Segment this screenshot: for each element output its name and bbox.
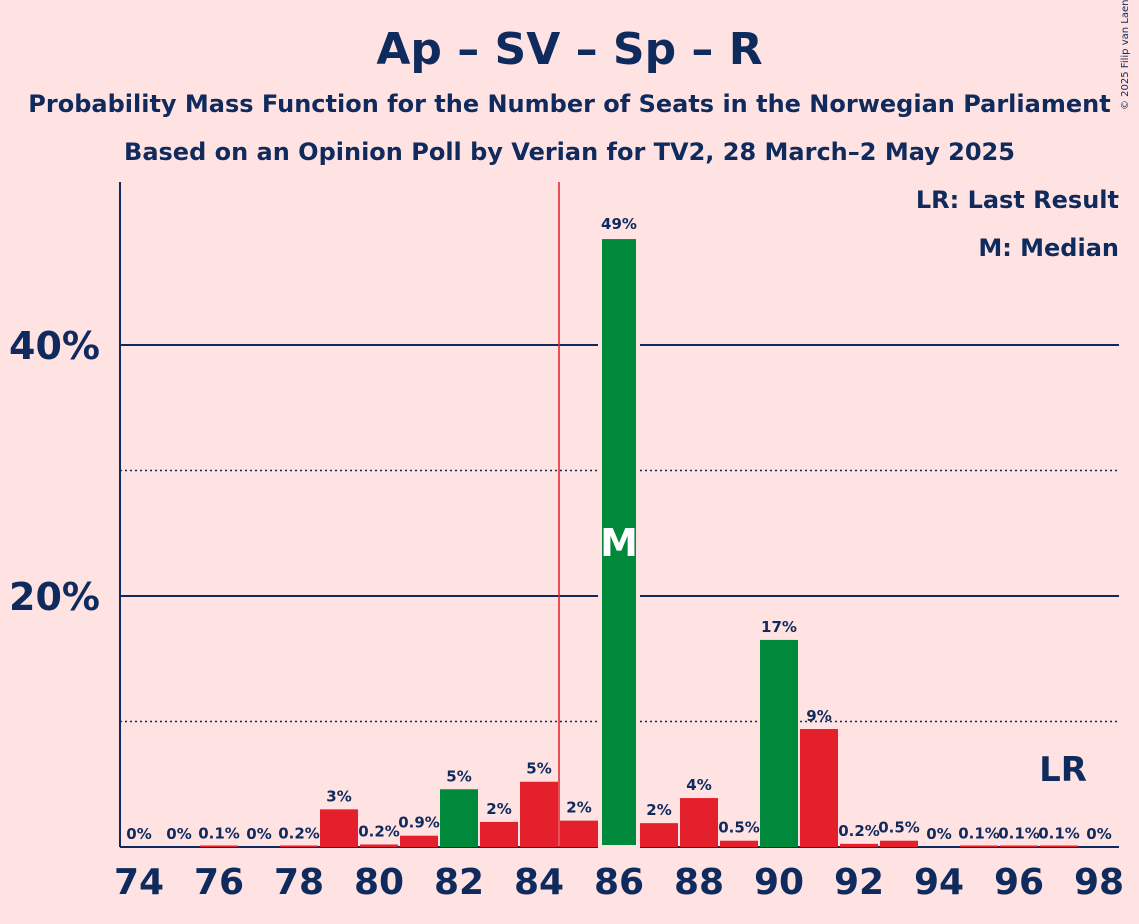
bar-value-label: 3% — [326, 787, 351, 805]
bar-value-label: 9% — [806, 707, 831, 725]
bar-value-label: 0.2% — [358, 822, 400, 840]
x-tick-label: 86 — [594, 862, 644, 903]
bar-seats-84 — [520, 781, 558, 847]
bar-seats-76 — [200, 845, 238, 847]
bar-seats-95 — [960, 845, 998, 847]
x-tick-label: 76 — [194, 862, 244, 903]
median-marker: M — [600, 521, 638, 565]
y-tick-label: 20% — [9, 575, 100, 619]
bar-value-label: 0% — [926, 825, 951, 843]
bar-value-label: 5% — [526, 760, 551, 778]
bar-value-label: 0.1% — [1038, 824, 1080, 842]
bar-value-label: 4% — [686, 776, 711, 794]
bar-seats-80 — [360, 844, 398, 847]
bar-value-label: 0.5% — [878, 819, 920, 837]
bar-value-label: 0.1% — [958, 824, 1000, 842]
bar-seats-81 — [400, 835, 438, 847]
x-tick-label: 90 — [754, 862, 804, 903]
bar-value-label: 5% — [446, 767, 471, 785]
bar-seats-88 — [680, 798, 718, 847]
bar-seats-78 — [280, 845, 318, 847]
bar-seats-87 — [640, 823, 678, 847]
y-tick-label: 40% — [9, 324, 100, 368]
x-tick-label: 94 — [914, 862, 964, 903]
chart-subtitle: Probability Mass Function for the Number… — [28, 90, 1111, 118]
bar-value-label: 0% — [126, 825, 151, 843]
bar-value-label: 0.1% — [998, 824, 1040, 842]
bar-value-label: 0.9% — [398, 814, 440, 832]
x-tick-label: 74 — [114, 862, 164, 903]
x-tick-label: 98 — [1074, 862, 1124, 903]
bar-value-label: 0.2% — [838, 822, 880, 840]
legend-median: M: Median — [978, 234, 1119, 262]
bar-value-label: 49% — [601, 215, 637, 233]
legend-last-result: LR: Last Result — [915, 186, 1119, 214]
chart-subtitle-source: Based on an Opinion Poll by Verian for T… — [124, 138, 1015, 166]
bar-seats-96 — [1000, 845, 1038, 847]
bar-value-label: 2% — [646, 801, 671, 819]
bar-value-label: 2% — [486, 800, 511, 818]
bar-seats-97 — [1040, 845, 1078, 847]
bar-seats-93 — [880, 840, 918, 847]
bar-value-label: 2% — [566, 799, 591, 817]
bar-value-label: 0% — [246, 825, 271, 843]
bar-value-label: 0.1% — [198, 824, 240, 842]
x-tick-label: 82 — [434, 862, 484, 903]
chart-title: Ap – SV – Sp – R — [376, 24, 763, 75]
bar-value-label: 17% — [761, 618, 797, 636]
bar-value-label: 0% — [1086, 825, 1111, 843]
bar-seats-90 — [760, 639, 798, 847]
bar-seats-86 — [598, 235, 640, 849]
bar-seats-89 — [720, 840, 758, 847]
bar-seats-79 — [320, 809, 358, 847]
bar-seats-91 — [800, 729, 838, 847]
x-tick-label: 84 — [514, 862, 564, 903]
bar-value-label: 0.5% — [718, 819, 760, 837]
bar-value-label: 0.2% — [278, 824, 320, 842]
x-tick-label: 88 — [674, 862, 724, 903]
bar-seats-83 — [480, 821, 518, 847]
x-tick-label: 96 — [994, 862, 1044, 903]
last-result-marker: LR — [1039, 750, 1087, 790]
x-tick-label: 80 — [354, 862, 404, 903]
bar-seats-85 — [560, 820, 598, 847]
bar-seats-82 — [440, 789, 478, 847]
bar-seats-92 — [840, 843, 878, 847]
bar-value-label: 0% — [166, 825, 191, 843]
x-tick-label: 92 — [834, 862, 884, 903]
x-tick-label: 78 — [274, 862, 324, 903]
